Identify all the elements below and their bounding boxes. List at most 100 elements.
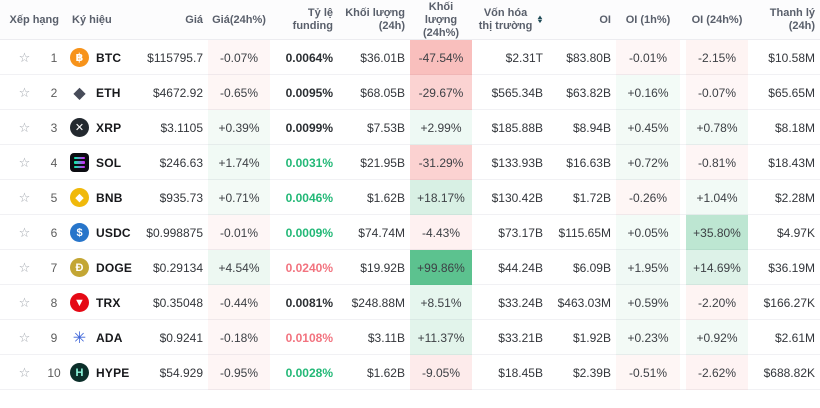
- volume-24h-cell: $68.05B: [338, 75, 410, 110]
- price-cell-value: $0.29134: [152, 260, 203, 275]
- table-row: ☆ 9 ✳ ADA $0.9241 -0.18% 0.0108% $3.11B +11.37% $…: [0, 320, 820, 355]
- table-row: ☆ 3 ✕ XRP $3.1105 +0.39% 0.0099% $7.53B +2.99% $1…: [0, 110, 820, 145]
- volume-change-24h-cell: -4.43%: [410, 215, 472, 250]
- column-header-mcap[interactable]: Vốn hóa thị trường ▲ ▼: [472, 0, 548, 40]
- price-cell: $4672.92: [135, 75, 208, 110]
- liquidation-24h-cell: $36.19M: [748, 250, 820, 285]
- symbol-name: TRX: [96, 295, 121, 310]
- price-cell-value: $246.63: [159, 155, 203, 170]
- symbol-cell[interactable]: H HYPE: [64, 355, 135, 390]
- column-header-label: Khối lượng (24h%): [422, 0, 460, 39]
- market-cap-cell: $33.24B: [472, 285, 548, 320]
- favorite-star-icon[interactable]: ☆: [18, 84, 31, 100]
- column-header-volchg[interactable]: Khối lượng (24h%): [410, 0, 472, 40]
- sort-asc-icon: ▲: [536, 15, 544, 21]
- column-header-oi[interactable]: OI: [548, 0, 616, 40]
- column-header-label: Giá: [185, 13, 203, 26]
- open-interest-cell-value: $16.63B: [566, 155, 611, 170]
- column-header-chg24h[interactable]: Giá(24h%): [208, 0, 270, 40]
- oi-change-1h-cell-value: +1.95%: [627, 260, 669, 275]
- volume-change-24h-cell: -9.05%: [410, 355, 472, 390]
- volume-24h-cell-value: $21.95B: [360, 155, 405, 170]
- liquidation-24h-cell-value: $10.58M: [768, 50, 815, 65]
- price-change-24h-cell: -0.95%: [208, 355, 270, 390]
- oi-change-1h-cell: +0.59%: [616, 285, 680, 320]
- btc-coin-icon: ฿: [70, 48, 89, 67]
- oi-change-24h-cell-value: -2.15%: [697, 50, 737, 65]
- sol-coin-icon: [70, 153, 89, 172]
- symbol-cell[interactable]: Ð DOGE: [64, 250, 135, 285]
- favorite-star-icon[interactable]: ☆: [18, 294, 31, 310]
- volume-change-24h-cell: +11.37%: [410, 320, 472, 355]
- favorite-star-icon[interactable]: ☆: [18, 189, 31, 205]
- funding-rate-value: 0.0240%: [285, 260, 333, 275]
- symbol-cell[interactable]: ▼ TRX: [64, 285, 135, 320]
- price-change-24h-cell-value: -0.95%: [219, 365, 259, 380]
- oi-change-1h-cell: -0.26%: [616, 180, 680, 215]
- liquidation-24h-cell: $2.28M: [748, 180, 820, 215]
- market-cap-cell-value: $133.93B: [491, 155, 543, 170]
- symbol-cell[interactable]: ✳ ADA: [64, 320, 135, 355]
- price-cell-value: $935.73: [159, 190, 203, 205]
- market-cap-cell-value: $565.34B: [491, 85, 543, 100]
- symbol-cell[interactable]: ✕ XRP: [64, 110, 135, 145]
- oi-change-24h-cell: +35.80%: [686, 215, 748, 250]
- oi-change-24h-cell: -0.07%: [686, 75, 748, 110]
- price-cell-value: $0.998875: [146, 225, 203, 240]
- liquidation-24h-cell-value: $4.97K: [776, 225, 815, 240]
- price-cell-value: $115795.7: [147, 50, 203, 65]
- symbol-name: ETH: [96, 85, 121, 100]
- open-interest-cell-value: $83.80B: [566, 50, 611, 65]
- column-header-funding[interactable]: Tỷ lệ funding: [270, 0, 338, 40]
- liquidation-24h-cell-value: $18.43M: [768, 155, 815, 170]
- symbol-cell[interactable]: ◆ ETH: [64, 75, 135, 110]
- symbol-cell[interactable]: ฿ BTC: [64, 40, 135, 75]
- volume-24h-cell-value: $1.62B: [366, 190, 405, 205]
- favorite-star-icon[interactable]: ☆: [18, 259, 31, 275]
- volume-change-24h-cell: +99.86%: [410, 250, 472, 285]
- market-cap-cell: $33.21B: [472, 320, 548, 355]
- market-cap-cell-value: $33.24B: [498, 295, 543, 310]
- oi-change-1h-cell: +0.45%: [616, 110, 680, 145]
- column-header-price[interactable]: Giá: [135, 0, 208, 40]
- oi-change-1h-cell-value: -0.01%: [628, 50, 668, 65]
- rank-cell: 1: [44, 40, 64, 75]
- funding-rate-value: 0.0095%: [285, 85, 333, 100]
- oi-change-24h-cell-value: +1.04%: [696, 190, 738, 205]
- sort-desc-icon: ▼: [536, 19, 544, 25]
- price-cell: $0.29134: [135, 250, 208, 285]
- symbol-cell[interactable]: SOL: [64, 145, 135, 180]
- symbol-name: SOL: [96, 155, 122, 170]
- symbol-cell[interactable]: ◆ BNB: [64, 180, 135, 215]
- column-header-oi1h[interactable]: OI (1h%): [616, 0, 680, 40]
- favorite-star-icon[interactable]: ☆: [18, 49, 31, 65]
- oi-change-24h-cell-value: -0.81%: [697, 155, 737, 170]
- rank-cell: 9: [44, 320, 64, 355]
- open-interest-cell-value: $2.39B: [572, 365, 611, 380]
- favorite-star-icon[interactable]: ☆: [18, 154, 31, 170]
- column-header-oi24h[interactable]: OI (24h%): [686, 0, 748, 40]
- price-cell: $3.1105: [135, 110, 208, 145]
- column-header-liq[interactable]: Thanh lý (24h): [748, 0, 820, 40]
- market-cap-cell: $133.93B: [472, 145, 548, 180]
- favorite-star-icon[interactable]: ☆: [18, 119, 31, 135]
- volume-change-24h-cell-value: -47.54%: [418, 50, 464, 65]
- column-header-rank[interactable]: Xếp hạng: [0, 0, 64, 40]
- column-header-vol[interactable]: Khối lượng (24h): [338, 0, 410, 40]
- rank-value: 7: [50, 260, 58, 275]
- funding-rate-value: 0.0009%: [285, 225, 333, 240]
- symbol-cell[interactable]: $ USDC: [64, 215, 135, 250]
- oi-change-1h-cell: -0.51%: [616, 355, 680, 390]
- favorite-star-icon[interactable]: ☆: [18, 329, 31, 345]
- open-interest-cell: $8.94B: [548, 110, 616, 145]
- open-interest-cell: $6.09B: [548, 250, 616, 285]
- market-cap-cell-value: $44.24B: [498, 260, 543, 275]
- sort-icon[interactable]: ▲ ▼: [536, 15, 544, 25]
- column-header-label: Xếp hạng: [9, 13, 59, 26]
- column-header-symbol[interactable]: Ký hiệu: [64, 0, 135, 40]
- favorite-star-icon[interactable]: ☆: [18, 364, 31, 380]
- volume-change-24h-cell: +8.51%: [410, 285, 472, 320]
- favorite-star-icon[interactable]: ☆: [18, 224, 31, 240]
- price-change-24h-cell-value: -0.44%: [219, 295, 259, 310]
- price-cell: $0.9241: [135, 320, 208, 355]
